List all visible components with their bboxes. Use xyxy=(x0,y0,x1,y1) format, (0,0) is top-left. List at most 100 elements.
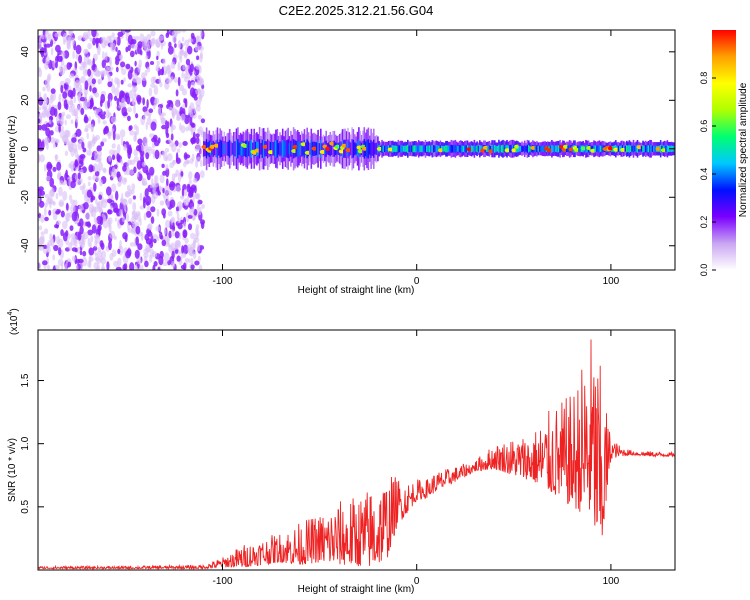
spectrogram-core-column xyxy=(352,139,355,158)
spectrogram-noise-cell xyxy=(181,88,187,96)
spectrogram-noise-cell xyxy=(156,236,160,241)
spectrogram-noise-cell xyxy=(157,106,162,116)
spectrogram-noise-cell xyxy=(62,190,68,201)
spectrogram-noise-cell xyxy=(185,258,189,263)
spectrogram-noise-cell xyxy=(38,42,42,50)
spectrogram-y-tick-label: -40 xyxy=(20,238,31,253)
spectrogram-noise-cell xyxy=(186,64,190,70)
spectrogram-noise-cell xyxy=(149,38,155,47)
snr-x-label: Height of straight line (km) xyxy=(298,584,415,595)
spectrogram-core-column xyxy=(238,142,240,155)
spectrogram-noise-cell xyxy=(77,231,82,241)
spectrogram-noise-cell xyxy=(66,39,70,50)
spectrogram-noise-cell xyxy=(50,187,55,198)
spectrogram-noise-cell xyxy=(55,44,61,53)
spectrogram-noise-cell xyxy=(137,259,142,265)
spectrogram-noise-cell xyxy=(62,91,68,99)
spectrogram-noise-cell xyxy=(85,221,88,227)
spectrogram-core-column xyxy=(309,142,311,155)
spectrogram-core-column xyxy=(432,145,435,153)
spectrogram-core-column xyxy=(351,139,353,159)
spectrogram-core-column xyxy=(366,140,368,158)
spectrogram-core-column xyxy=(268,140,270,157)
spectrogram-noise-cell xyxy=(44,216,49,222)
spectrogram-core-column xyxy=(402,145,405,152)
spectrogram-core-column xyxy=(241,142,243,156)
spectrogram-noise-cell xyxy=(78,204,85,211)
colorbar-tick-label: 0.8 xyxy=(699,72,709,85)
spectrogram-noise-cell xyxy=(71,110,78,117)
spectrogram-noise-cell xyxy=(143,212,147,221)
spectrogram-noise-cell xyxy=(64,263,68,270)
spectrogram-noise-cell xyxy=(45,127,51,137)
spectrogram-noise-cell xyxy=(162,188,165,194)
spectrogram-noise-cell xyxy=(166,178,169,187)
spectrogram-core-column xyxy=(523,145,526,153)
spectrogram-core-column xyxy=(272,141,274,156)
spectrogram-core-column xyxy=(243,141,246,157)
spectrogram-core-column xyxy=(458,145,461,153)
spectrogram-noise-cell xyxy=(196,55,200,61)
spectrogram-noise-cell xyxy=(147,231,153,237)
spectrogram-noise-cell xyxy=(101,36,106,41)
spectrogram-noise-cell xyxy=(164,81,170,90)
spectrogram-noise-cell xyxy=(179,122,182,131)
spectrogram-noise-cell xyxy=(39,196,42,204)
spectrogram-noise-cell xyxy=(116,98,120,107)
spectrogram-noise-cell xyxy=(183,230,187,238)
spectrogram-noise-cell xyxy=(107,217,113,225)
spectrogram-noise-cell xyxy=(181,245,184,254)
spectrogram-core-column xyxy=(252,142,254,155)
spectrogram-noise-cell xyxy=(188,179,192,185)
spectrogram-core-column xyxy=(659,144,662,153)
spectrogram-noise-cell xyxy=(56,174,61,180)
spectrogram-core-column xyxy=(500,145,503,153)
spectrogram-noise-cell xyxy=(99,70,105,75)
spectrogram-noise-cell xyxy=(174,231,180,239)
spectrogram-core-column xyxy=(579,145,582,153)
spectrogram-y-tick-label: 40 xyxy=(20,46,31,58)
spectrogram-core-column xyxy=(231,142,234,155)
spectrogram-noise-cell xyxy=(77,172,81,180)
spectrogram-noise-cell xyxy=(65,103,69,110)
spectrogram-noise-cell xyxy=(82,231,89,240)
spectrogram-core-column xyxy=(585,144,587,153)
spectrogram-noise-cell xyxy=(92,57,95,67)
spectrogram-core-column xyxy=(428,145,431,153)
spectrogram-noise-cell xyxy=(146,44,151,52)
spectrogram-core-column xyxy=(224,143,227,155)
spectrogram-noise-cell xyxy=(200,118,206,124)
spectrogram-noise-cell xyxy=(146,200,150,206)
spectrogram-core-column xyxy=(321,143,323,155)
spectrogram-core-column xyxy=(526,144,529,153)
spectrogram-noise-cell xyxy=(56,161,62,171)
spectrogram-noise-cell xyxy=(101,59,107,69)
spectrogram-noise-cell xyxy=(123,202,127,212)
spectrogram-noise-cell xyxy=(148,108,154,113)
spectrogram-noise-cell xyxy=(125,46,129,53)
spectrogram-core-column xyxy=(284,140,287,157)
spectrogram-noise-cell xyxy=(107,209,112,215)
spectrogram-noise-cell xyxy=(173,77,178,83)
spectrogram-noise-cell xyxy=(91,30,97,38)
spectrogram-noise-cell xyxy=(141,162,147,167)
spectrogram-noise-cell xyxy=(179,84,184,92)
spectrogram-noise-cell xyxy=(75,166,80,171)
snr-x-tick-label: 100 xyxy=(603,576,620,587)
spectrogram-noise-cell xyxy=(153,85,159,96)
spectrogram-noise-cell xyxy=(151,251,158,258)
spectrogram-noise-cell xyxy=(89,241,92,248)
spectrogram-core-column xyxy=(632,144,635,153)
spectrogram-noise-cell xyxy=(192,131,196,140)
spectrogram-noise-cell xyxy=(169,181,175,191)
spectrogram-noise-cell xyxy=(146,117,152,126)
spectrogram-core-column xyxy=(541,145,544,152)
spectrogram-noise-cell xyxy=(60,229,64,237)
spectrogram-noise-cell xyxy=(181,252,187,258)
spectrogram-core-column xyxy=(423,145,425,152)
spectrogram-noise-cell xyxy=(97,51,101,56)
spectrogram-noise-cell xyxy=(158,256,164,266)
spectrogram-noise-cell xyxy=(153,98,158,107)
spectrogram-noise-cell xyxy=(93,108,99,115)
spectrogram-noise-cell xyxy=(165,167,170,178)
